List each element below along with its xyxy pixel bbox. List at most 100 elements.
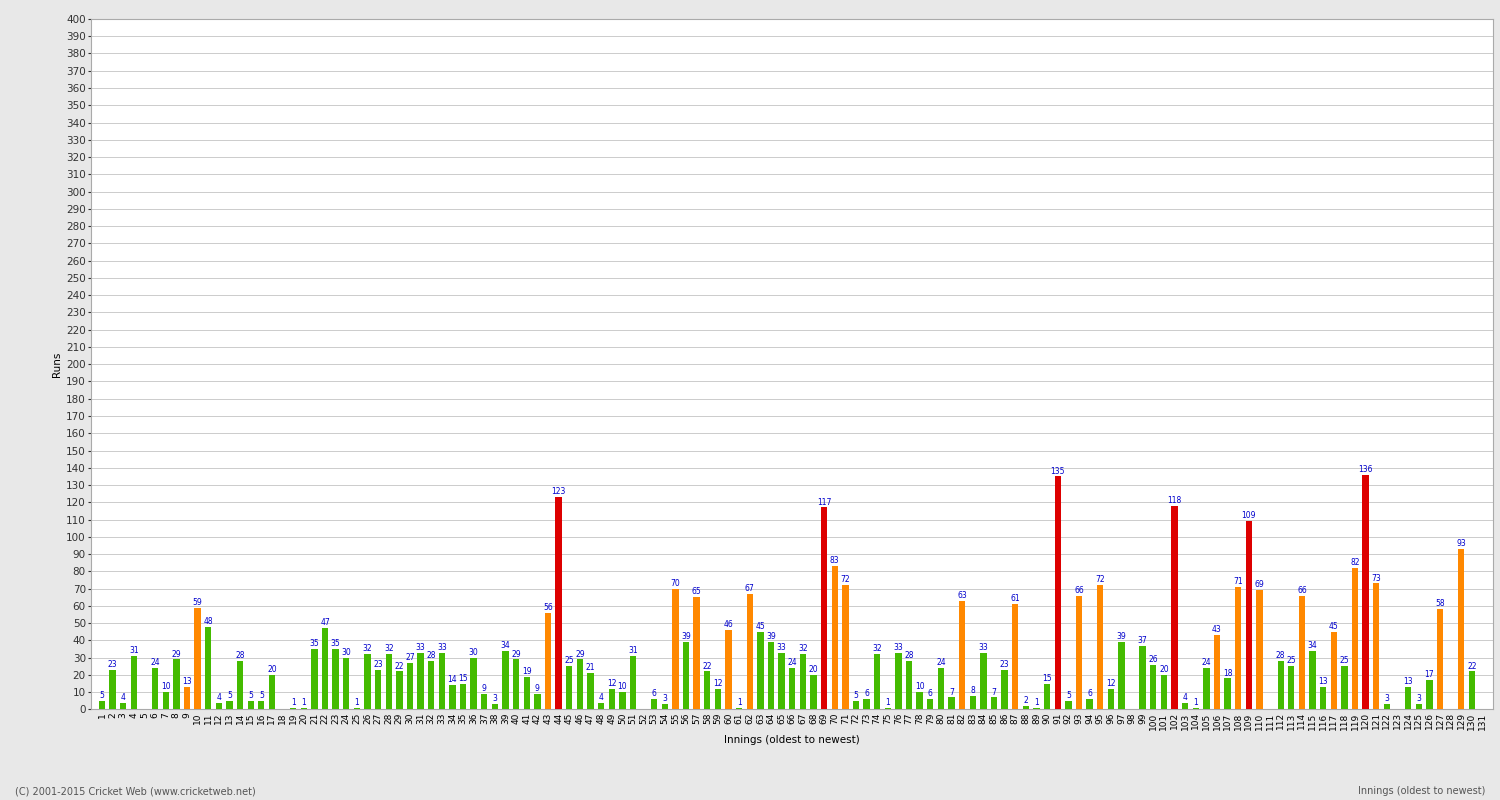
Bar: [874, 654, 880, 710]
Text: 32: 32: [873, 644, 882, 654]
Bar: [300, 708, 307, 710]
Bar: [99, 701, 105, 710]
Text: 10: 10: [160, 682, 171, 691]
Bar: [1161, 675, 1167, 710]
Bar: [758, 632, 764, 710]
Text: 4: 4: [1182, 693, 1188, 702]
Text: 2: 2: [1023, 696, 1028, 705]
Text: 17: 17: [1425, 670, 1434, 679]
Bar: [1458, 549, 1464, 710]
Bar: [344, 658, 350, 710]
Text: 1: 1: [1194, 698, 1198, 707]
Text: 31: 31: [129, 646, 138, 655]
Text: 3: 3: [492, 694, 498, 703]
Text: 12: 12: [712, 679, 723, 688]
Bar: [1352, 568, 1358, 710]
Bar: [800, 654, 806, 710]
Bar: [576, 659, 584, 710]
Text: 48: 48: [204, 617, 213, 626]
Bar: [386, 654, 392, 710]
Bar: [406, 663, 412, 710]
Text: 71: 71: [1233, 577, 1244, 586]
Text: 1: 1: [885, 698, 890, 707]
Bar: [1257, 590, 1263, 710]
Text: 24: 24: [150, 658, 160, 667]
Text: 69: 69: [1254, 581, 1264, 590]
Bar: [1383, 704, 1390, 710]
Bar: [268, 675, 274, 710]
Bar: [438, 653, 446, 710]
Text: 14: 14: [447, 675, 458, 685]
Text: 109: 109: [1242, 511, 1256, 521]
Text: 47: 47: [320, 618, 330, 627]
Bar: [544, 613, 550, 710]
Bar: [1172, 506, 1178, 710]
Bar: [1224, 678, 1232, 710]
Bar: [152, 668, 159, 710]
Bar: [662, 704, 668, 710]
Bar: [110, 670, 116, 710]
Bar: [206, 626, 212, 710]
Text: 33: 33: [978, 642, 988, 652]
Bar: [1288, 666, 1294, 710]
Text: 33: 33: [436, 642, 447, 652]
Bar: [1096, 585, 1104, 710]
Bar: [1416, 704, 1422, 710]
Text: 72: 72: [840, 575, 850, 584]
Text: 12: 12: [1106, 679, 1116, 688]
Text: 28: 28: [1276, 651, 1286, 660]
Text: 6: 6: [864, 690, 868, 698]
Text: 65: 65: [692, 587, 702, 596]
Text: 23: 23: [108, 660, 117, 669]
Bar: [216, 702, 222, 710]
Text: 66: 66: [1298, 586, 1306, 594]
Text: 45: 45: [1329, 622, 1338, 631]
Text: 32: 32: [363, 644, 372, 654]
Bar: [290, 708, 297, 710]
Text: 135: 135: [1050, 466, 1065, 475]
Bar: [555, 497, 562, 710]
Bar: [714, 689, 722, 710]
Bar: [1214, 635, 1219, 710]
Bar: [1023, 706, 1029, 710]
Bar: [1086, 699, 1092, 710]
Bar: [906, 661, 912, 710]
Text: 67: 67: [746, 584, 754, 593]
Text: 22: 22: [702, 662, 712, 670]
Text: 5: 5: [99, 691, 105, 700]
Bar: [789, 668, 795, 710]
Bar: [1140, 646, 1146, 710]
Text: 4: 4: [216, 693, 222, 702]
Text: 13: 13: [182, 677, 192, 686]
Text: 15: 15: [459, 674, 468, 682]
Bar: [471, 658, 477, 710]
Bar: [322, 628, 328, 710]
Text: 20: 20: [808, 665, 819, 674]
Bar: [768, 642, 774, 710]
Bar: [195, 608, 201, 710]
Text: 10: 10: [618, 682, 627, 691]
X-axis label: Innings (oldest to newest): Innings (oldest to newest): [724, 735, 860, 745]
Bar: [736, 708, 742, 710]
Text: 43: 43: [1212, 626, 1222, 634]
Text: 123: 123: [552, 487, 566, 496]
Text: 34: 34: [501, 641, 510, 650]
Bar: [237, 661, 243, 710]
Text: 25: 25: [1287, 657, 1296, 666]
Bar: [842, 585, 849, 710]
Bar: [1372, 583, 1380, 710]
Text: 3: 3: [1384, 694, 1389, 703]
Text: 28: 28: [904, 651, 914, 660]
Bar: [1076, 595, 1082, 710]
Text: 13: 13: [1318, 677, 1328, 686]
Text: 39: 39: [681, 632, 692, 642]
Text: 29: 29: [574, 650, 585, 658]
Bar: [310, 649, 318, 710]
Bar: [651, 699, 657, 710]
Text: 39: 39: [766, 632, 776, 642]
Text: 8: 8: [970, 686, 975, 694]
Text: 5: 5: [260, 691, 264, 700]
Bar: [1299, 595, 1305, 710]
Text: 35: 35: [332, 639, 340, 648]
Bar: [672, 589, 678, 710]
